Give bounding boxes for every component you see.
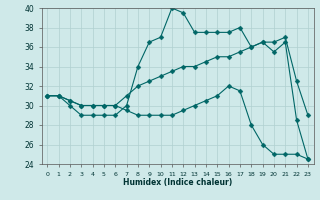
X-axis label: Humidex (Indice chaleur): Humidex (Indice chaleur) [123,178,232,187]
